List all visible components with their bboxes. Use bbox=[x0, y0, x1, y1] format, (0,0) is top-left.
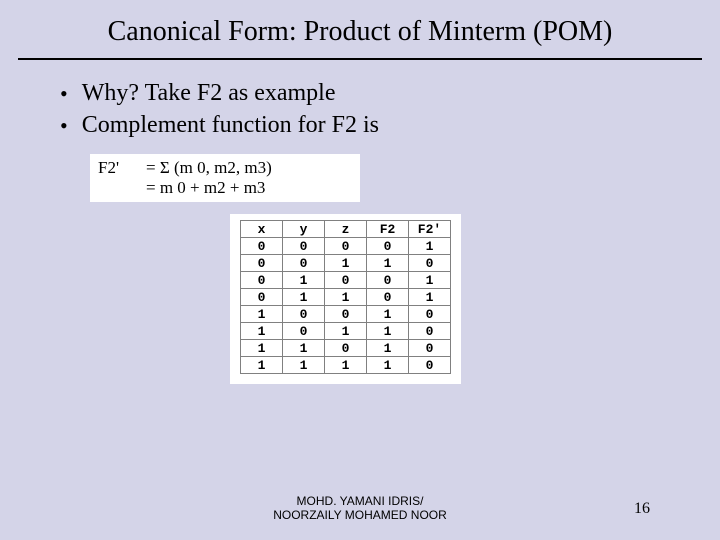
table-cell: 0 bbox=[283, 323, 325, 340]
table-cell: 0 bbox=[325, 272, 367, 289]
table-cell: 1 bbox=[409, 272, 451, 289]
table-cell: 0 bbox=[325, 238, 367, 255]
bullet-text: Complement function for F2 is bbox=[82, 112, 379, 139]
bullet-text: Why? Take F2 as example bbox=[82, 80, 336, 107]
table-cell: 0 bbox=[409, 357, 451, 374]
footer-line: MOHD. YAMANI IDRIS/ bbox=[0, 494, 720, 508]
table-cell: 1 bbox=[367, 255, 409, 272]
table-header-cell: F2 bbox=[367, 221, 409, 238]
table-cell: 1 bbox=[367, 306, 409, 323]
table-cell: 1 bbox=[325, 323, 367, 340]
table-cell: 0 bbox=[241, 272, 283, 289]
table-header-cell: F2' bbox=[409, 221, 451, 238]
table-header-cell: y bbox=[283, 221, 325, 238]
table-cell: 0 bbox=[283, 306, 325, 323]
table-cell: 1 bbox=[409, 238, 451, 255]
table-cell: 0 bbox=[409, 255, 451, 272]
formula-line: = m 0 + m2 + m3 bbox=[146, 178, 272, 198]
bullet-list: • Why? Take F2 as example • Complement f… bbox=[60, 80, 720, 140]
table-cell: 0 bbox=[409, 306, 451, 323]
title-underline bbox=[18, 58, 702, 60]
slide-title: Canonical Form: Product of Minterm (POM) bbox=[0, 0, 720, 58]
table-cell: 0 bbox=[409, 340, 451, 357]
table-cell: 0 bbox=[367, 238, 409, 255]
table-cell: 1 bbox=[367, 357, 409, 374]
table-cell: 1 bbox=[367, 323, 409, 340]
formula-line: = Σ (m 0, m2, m3) bbox=[146, 158, 272, 178]
table-cell: 1 bbox=[241, 357, 283, 374]
table-cell: 1 bbox=[241, 323, 283, 340]
table-cell: 1 bbox=[409, 289, 451, 306]
table-cell: 1 bbox=[241, 340, 283, 357]
table-row: 01001 bbox=[241, 272, 451, 289]
bullet-item: • Why? Take F2 as example bbox=[60, 80, 720, 108]
bullet-dot-icon: • bbox=[60, 112, 68, 140]
table-header-cell: z bbox=[325, 221, 367, 238]
table-cell: 1 bbox=[325, 255, 367, 272]
truth-table: xyzF2F2' 0000100110010010110110010101101… bbox=[240, 220, 451, 374]
table-row: 00110 bbox=[241, 255, 451, 272]
table-row: 11110 bbox=[241, 357, 451, 374]
table-cell: 0 bbox=[409, 323, 451, 340]
table-row: 00001 bbox=[241, 238, 451, 255]
table-cell: 0 bbox=[367, 289, 409, 306]
table-cell: 0 bbox=[241, 289, 283, 306]
footer-author: MOHD. YAMANI IDRIS/ NOORZAILY MOHAMED NO… bbox=[0, 494, 720, 522]
table-cell: 1 bbox=[283, 340, 325, 357]
table-cell: 0 bbox=[241, 255, 283, 272]
table-row: 10110 bbox=[241, 323, 451, 340]
table-cell: 0 bbox=[367, 272, 409, 289]
bullet-dot-icon: • bbox=[60, 80, 68, 108]
table-cell: 1 bbox=[241, 306, 283, 323]
page-number: 16 bbox=[634, 500, 650, 518]
table-cell: 0 bbox=[325, 340, 367, 357]
formula-block: F2' = Σ (m 0, m2, m3) = m 0 + m2 + m3 bbox=[90, 154, 360, 202]
table-cell: 1 bbox=[283, 289, 325, 306]
table-row: 10010 bbox=[241, 306, 451, 323]
table-cell: 1 bbox=[367, 340, 409, 357]
table-cell: 1 bbox=[283, 357, 325, 374]
table-cell: 0 bbox=[325, 306, 367, 323]
table-cell: 0 bbox=[283, 255, 325, 272]
table-row: 11010 bbox=[241, 340, 451, 357]
truth-table-container: xyzF2F2' 0000100110010010110110010101101… bbox=[230, 214, 461, 384]
footer-line: NOORZAILY MOHAMED NOOR bbox=[0, 508, 720, 522]
table-cell: 1 bbox=[325, 289, 367, 306]
bullet-item: • Complement function for F2 is bbox=[60, 112, 720, 140]
formula-lhs: F2' bbox=[98, 158, 146, 198]
table-cell: 0 bbox=[241, 238, 283, 255]
table-cell: 0 bbox=[283, 238, 325, 255]
table-row: 01101 bbox=[241, 289, 451, 306]
table-cell: 1 bbox=[283, 272, 325, 289]
table-cell: 1 bbox=[325, 357, 367, 374]
table-header-cell: x bbox=[241, 221, 283, 238]
